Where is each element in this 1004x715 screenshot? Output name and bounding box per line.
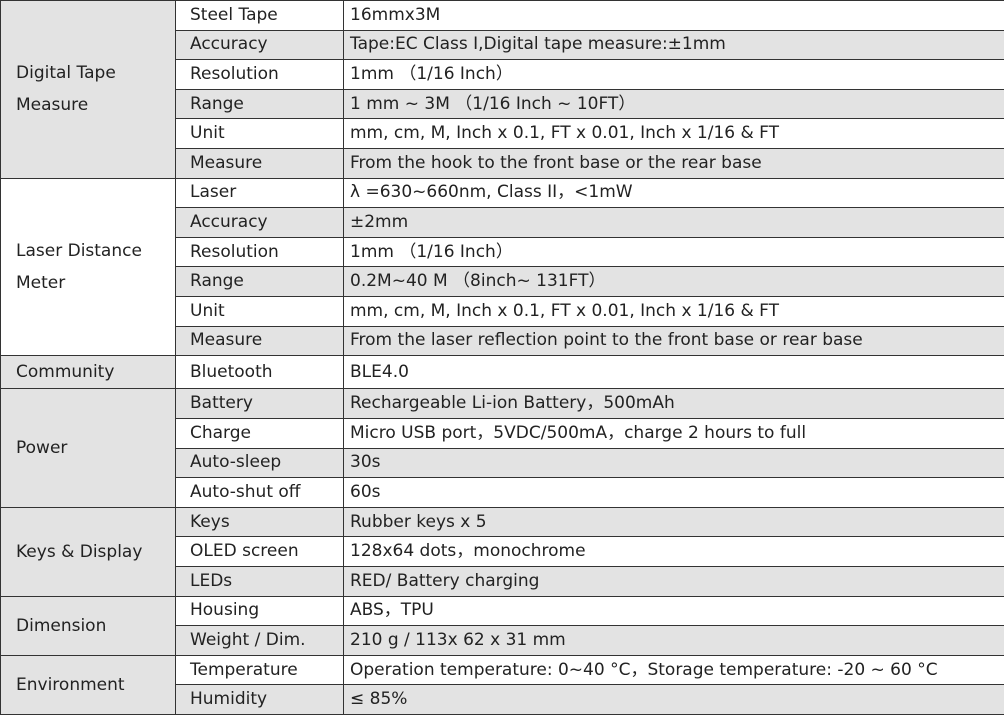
spec-value: Operation temperature: 0~40 °C，Storage t… [344, 655, 1004, 685]
spec-item: Steel Tape [176, 1, 344, 31]
spec-item: Housing [176, 596, 344, 626]
spec-item: Range [176, 89, 344, 119]
spec-item: Resolution [176, 60, 344, 90]
spec-value: mm, cm, M, Inch x 0.1, FT x 0.01, Inch x… [344, 296, 1004, 326]
spec-item: OLED screen [176, 537, 344, 567]
spec-item: Auto-sleep [176, 448, 344, 478]
group-label: Power [1, 389, 176, 507]
spec-item: Temperature [176, 655, 344, 685]
spec-item: Weight / Dim. [176, 626, 344, 656]
spec-item: Resolution [176, 237, 344, 267]
spec-item: Humidity [176, 685, 344, 715]
spec-value: 1 mm ~ 3M （1/16 Inch ~ 10FT） [344, 89, 1004, 119]
spec-value: ≤ 85% [344, 685, 1004, 715]
group-label: Community [1, 356, 176, 389]
spec-value: From the hook to the front base or the r… [344, 148, 1004, 178]
spec-item: Battery [176, 389, 344, 419]
spec-item: Unit [176, 119, 344, 149]
spec-value: Micro USB port，5VDC/500mA，charge 2 hours… [344, 419, 1004, 449]
group-label: Digital Tape Measure [1, 1, 176, 179]
spec-item: LEDs [176, 566, 344, 596]
group-label: Dimension [1, 596, 176, 655]
group-label: Environment [1, 655, 176, 714]
spec-value: 1mm （1/16 Inch） [344, 237, 1004, 267]
spec-value: 128x64 dots，monochrome [344, 537, 1004, 567]
spec-value: 16mmx3M [344, 1, 1004, 31]
spec-value: λ =630~660nm, Class II，<1mW [344, 178, 1004, 208]
group-label: Laser Distance Meter [1, 178, 176, 356]
spec-item: Auto-shut off [176, 478, 344, 508]
spec-value: Rubber keys x 5 [344, 507, 1004, 537]
spec-item: Bluetooth [176, 356, 344, 389]
spec-value: BLE4.0 [344, 356, 1004, 389]
spec-item: Unit [176, 296, 344, 326]
spec-value: 30s [344, 448, 1004, 478]
spec-item: Measure [176, 326, 344, 356]
spec-item: Accuracy [176, 208, 344, 238]
spec-value: mm, cm, M, Inch x 0.1, FT x 0.01, Inch x… [344, 119, 1004, 149]
spec-value: RED/ Battery charging [344, 566, 1004, 596]
group-label: Keys & Display [1, 507, 176, 596]
spec-value: ABS，TPU [344, 596, 1004, 626]
spec-item: Accuracy [176, 30, 344, 60]
spec-value: Rechargeable Li-ion Battery，500mAh [344, 389, 1004, 419]
spec-item: Measure [176, 148, 344, 178]
spec-item: Range [176, 267, 344, 297]
spec-item: Charge [176, 419, 344, 449]
spec-value: 0.2M~40 M （8inch~ 131FT） [344, 267, 1004, 297]
spec-value: Tape:EC Class I,Digital tape measure:±1m… [344, 30, 1004, 60]
spec-item: Keys [176, 507, 344, 537]
spec-item: Laser [176, 178, 344, 208]
spec-value: ±2mm [344, 208, 1004, 238]
spec-value: 1mm （1/16 Inch） [344, 60, 1004, 90]
spec-value: 60s [344, 478, 1004, 508]
spec-value: 210 g / 113x 62 x 31 mm [344, 626, 1004, 656]
spec-value: From the laser reflection point to the f… [344, 326, 1004, 356]
